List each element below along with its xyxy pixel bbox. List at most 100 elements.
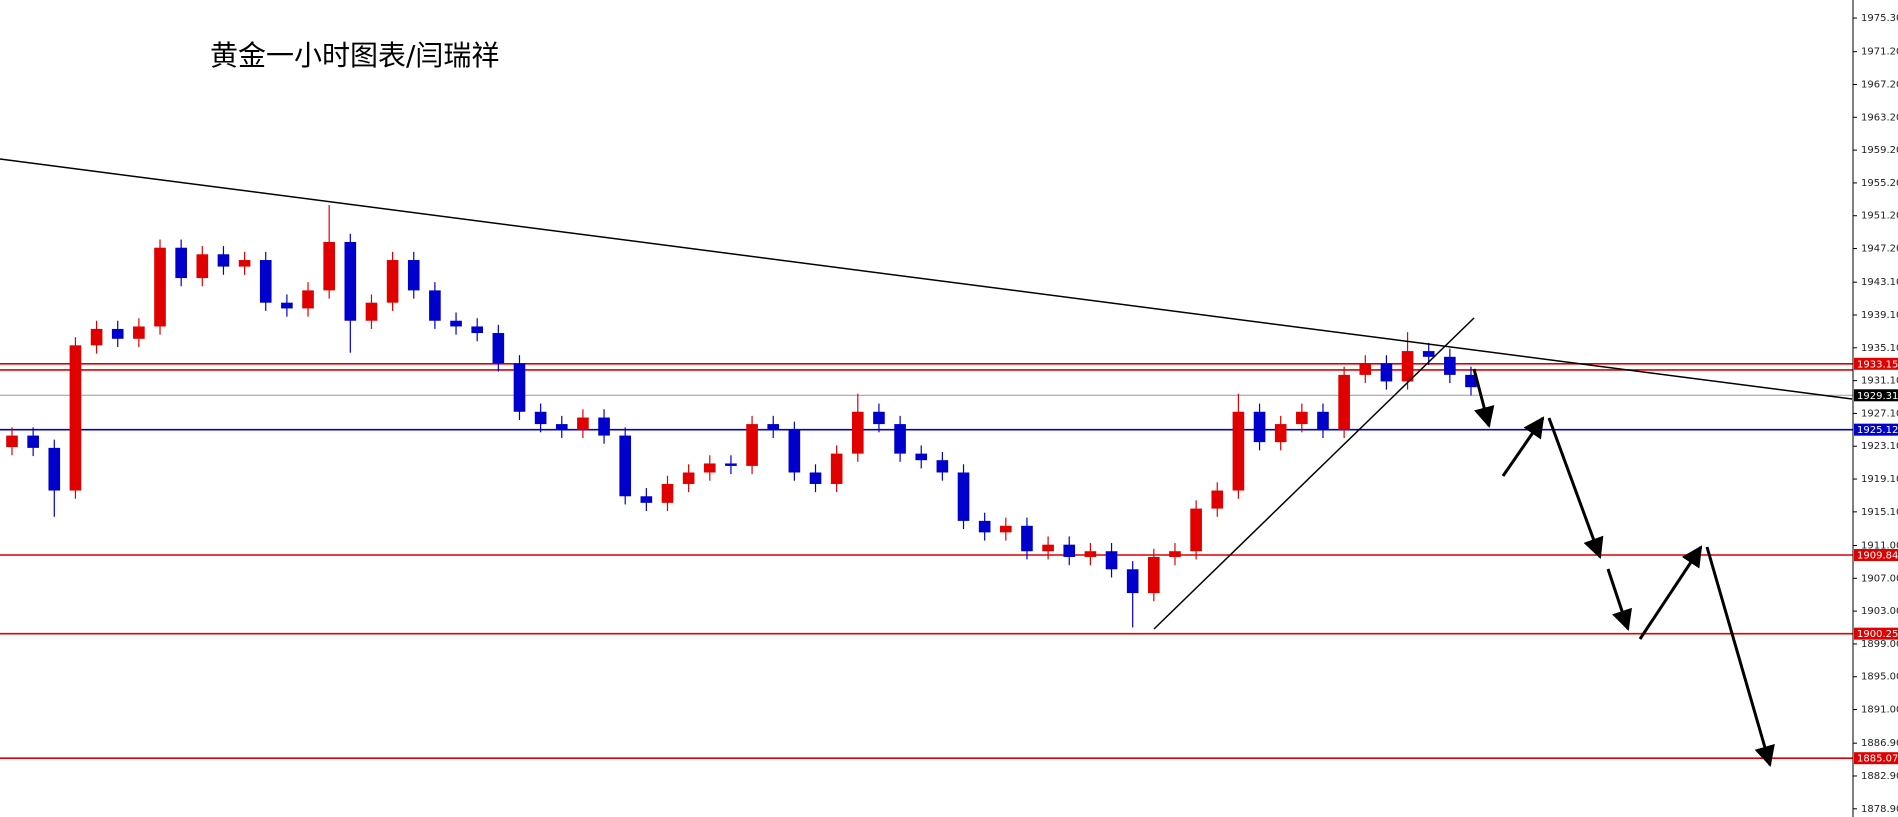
level-label: 1933.15 [1857,359,1898,370]
candle-body [957,472,970,521]
trend-line-up [1153,317,1475,630]
arrow [1638,545,1703,640]
candle-body [471,326,484,334]
candle-body [175,247,187,279]
candle-body [851,411,864,454]
level-label: 1900.25 [1857,629,1898,640]
candle-body [48,447,61,491]
candle-body [323,241,335,291]
candle-body [936,460,949,473]
candle-body [555,424,568,430]
y-tick-label: 1911.00 [1861,540,1898,551]
candle-body [1042,544,1054,552]
y-tick-label: 1955.20 [1861,178,1898,189]
arrow [1547,417,1604,559]
arrow [1705,546,1775,768]
candle-body [1296,411,1308,425]
candle-body [873,411,885,425]
candle-body [111,328,124,339]
candle-body [1274,424,1287,443]
candle-body [196,254,209,279]
arrow [1501,416,1545,477]
candle-body [1338,374,1350,430]
candle-body [999,525,1012,533]
candle-body [788,429,801,473]
candle-body [1359,363,1372,375]
candle-body [281,302,293,309]
y-tick-label: 1975.30 [1861,13,1898,24]
candle-body [640,496,653,503]
candle-body [1126,569,1139,594]
candle-body [577,417,589,430]
candle-body [703,463,716,473]
y-tick-label: 1935.10 [1861,343,1898,354]
candle-body [90,328,103,346]
candle-body [69,345,82,491]
candle-body [1422,351,1435,357]
y-tick-label: 1963.20 [1861,112,1898,123]
forecast-arrows [1472,368,1775,768]
candle-body [894,424,906,454]
level-label: 1925.12 [1857,425,1898,436]
candle-body [619,435,632,497]
level-tag [1854,423,1898,436]
candle-body [809,472,822,484]
candle-body [915,453,928,461]
candle-body [830,453,843,484]
candle-body [217,254,230,267]
y-tick-label: 1915.10 [1861,507,1898,518]
candle-body [344,241,357,321]
candle-body [154,247,166,327]
candle-body [1148,556,1160,594]
level-label: 1929.31 [1857,391,1898,402]
candle-body [598,417,610,436]
y-tick-label: 1903.00 [1861,606,1898,617]
y-tick-label: 1886.90 [1861,738,1898,749]
candle-body [27,435,39,448]
axis-labels: 1975.30 1971.20 1967.20 1963.20 1959.20 1955.… [1853,13,1898,815]
candles [6,205,1477,628]
candle-body [1169,551,1181,557]
arrow [1472,368,1495,429]
y-tick-label: 1899.00 [1861,639,1898,650]
candle-body [492,333,505,364]
candle-body [746,424,758,466]
candle-body [6,435,18,448]
y-tick-label: 1939.10 [1861,310,1898,321]
y-tick-label: 1971.20 [1861,47,1898,58]
trend-line-down [0,158,1853,400]
candle-body [1063,544,1076,557]
y-tick-label: 1959.20 [1861,145,1898,156]
candle-body [1105,551,1118,570]
candle-body [1211,490,1224,509]
candle-body [1190,508,1202,552]
candle-body [238,260,251,267]
candle-body [682,472,695,484]
candle-body [1253,411,1266,443]
levels [0,362,1853,759]
candle-body [1084,551,1097,557]
y-tick-label: 1951.20 [1861,211,1898,222]
y-tick-label: 1882.90 [1861,771,1898,782]
candle-body [386,260,399,303]
candle-body [429,290,441,321]
candle-body [1401,351,1414,382]
level-tag [1854,389,1898,402]
arrow [1606,568,1632,631]
y-tick-label: 1891.00 [1861,705,1898,716]
candle-body [513,363,526,412]
candle-body [302,290,314,309]
y-tick-label: 1907.00 [1861,573,1898,584]
candle-body [407,260,420,291]
level-tag [1854,357,1898,370]
candle-body [661,483,674,503]
y-tick-label: 1927.10 [1861,408,1898,419]
y-tick-label: 1919.10 [1861,474,1898,485]
candle-body [365,302,378,321]
candle-body [450,320,462,327]
candle-body [1317,411,1329,430]
candle-body [133,326,145,339]
y-tick-label: 1931.10 [1861,376,1898,387]
